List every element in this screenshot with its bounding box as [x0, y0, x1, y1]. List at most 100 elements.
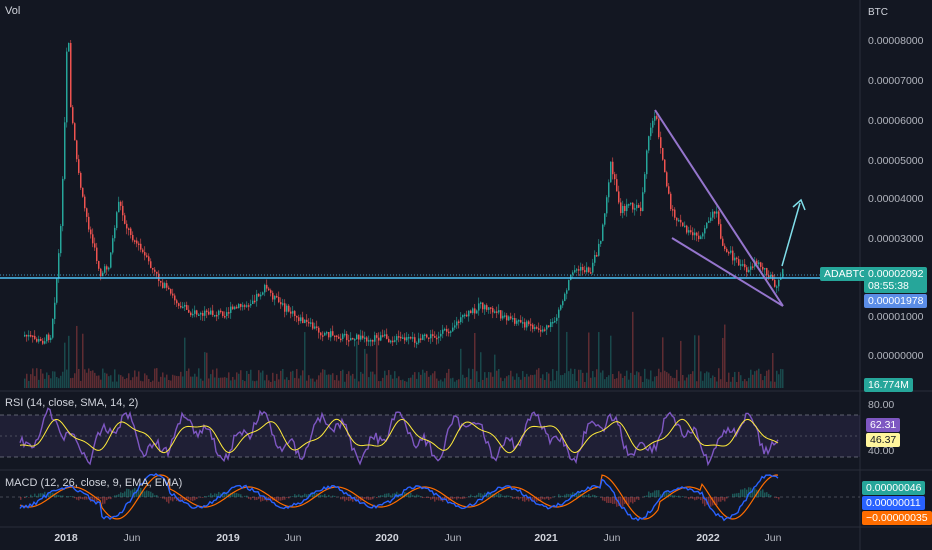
volume-bar	[572, 373, 574, 388]
volume-bar	[410, 377, 412, 388]
candle-body	[272, 292, 274, 300]
volume-bar	[70, 378, 72, 388]
volume-bar	[458, 379, 460, 388]
candle-body	[106, 266, 108, 270]
macd-title[interactable]: MACD (12, 26, close, 9, EMA, EMA)	[5, 477, 183, 489]
volume-bar	[752, 374, 754, 388]
volume-bar	[430, 375, 432, 388]
macd-histogram-bar	[206, 496, 208, 497]
macd-histogram-bar	[306, 494, 308, 497]
macd-histogram-bar	[114, 495, 116, 497]
volume-bar	[676, 369, 678, 388]
candle-body	[412, 337, 414, 339]
volume-bar	[34, 376, 36, 388]
macd-histogram-bar	[248, 497, 250, 499]
volume-bar	[328, 374, 330, 388]
volume-bar	[750, 369, 752, 388]
macd-histogram-bar	[44, 491, 46, 497]
candle-body	[538, 328, 540, 330]
macd-histogram-bar	[180, 497, 182, 502]
macd-histogram-bar	[118, 494, 120, 497]
macd-histogram-bar	[516, 497, 518, 499]
candle-body	[638, 205, 640, 208]
candle-body	[260, 294, 262, 297]
macd-histogram-bar	[714, 497, 716, 505]
candle-body	[762, 266, 764, 270]
volume-bar	[76, 325, 78, 388]
macd-histogram-bar	[528, 497, 530, 502]
macd-histogram-bar	[570, 493, 572, 497]
candle-body	[302, 317, 304, 324]
candle-body	[688, 230, 690, 233]
volume-bar	[614, 378, 616, 388]
time-tick: Jun	[603, 532, 621, 544]
macd-histogram-bar	[682, 496, 684, 497]
volume-bar	[512, 376, 514, 388]
candle-body	[386, 334, 388, 339]
candle-body	[562, 301, 564, 306]
volume-bar	[198, 368, 200, 388]
candle-body	[286, 305, 288, 312]
candle-body	[370, 339, 372, 342]
volume-bar	[772, 353, 774, 388]
candle-body	[344, 333, 346, 336]
candle-body	[396, 336, 398, 341]
rsi-title[interactable]: RSI (14, close, SMA, 14, 2)	[5, 397, 139, 409]
candle-body	[98, 261, 100, 269]
candle-body	[134, 240, 136, 242]
last-price-tag[interactable]: 0.00002092 08:55:38	[864, 267, 928, 293]
breakout-arrow[interactable]	[781, 202, 801, 267]
volume-bar	[622, 377, 624, 388]
candle-body	[268, 288, 270, 291]
volume-bar	[560, 375, 562, 388]
volume-bar	[78, 368, 80, 388]
candle-body	[174, 295, 176, 301]
candle-body	[526, 321, 528, 328]
volume-bar	[158, 381, 160, 388]
macd-histogram-bar	[760, 490, 762, 497]
candle-body	[280, 302, 282, 305]
macd-histogram-bar	[732, 493, 734, 497]
volume-bar	[396, 378, 398, 388]
candle-body	[30, 335, 32, 337]
candle-body	[672, 209, 674, 211]
volume-bar	[240, 370, 242, 388]
macd-histogram-bar	[504, 495, 506, 497]
macd-histogram-bar	[224, 491, 226, 497]
volume-bar	[638, 372, 640, 388]
macd-histogram-bar	[532, 497, 534, 502]
level-price-tag[interactable]: 0.00001978	[864, 294, 928, 308]
candle-body	[444, 328, 446, 331]
volume-bar	[84, 369, 86, 388]
candle-body	[636, 205, 638, 209]
macd-histogram-bar	[622, 497, 624, 507]
volume-bar	[246, 370, 248, 388]
candle-body	[202, 312, 204, 316]
symbol-tag[interactable]: ADABTC	[820, 267, 871, 281]
macd-histogram-bar	[404, 491, 406, 497]
volume-bar	[330, 374, 332, 388]
volume-bar	[570, 368, 572, 388]
candle-body	[110, 252, 112, 268]
candle-body	[600, 240, 602, 244]
volume-bar	[370, 371, 372, 388]
volume-bar	[226, 377, 228, 388]
candle-body	[402, 337, 404, 339]
candle-body	[204, 310, 206, 316]
macd-histogram-bar	[154, 495, 156, 497]
wedge-upper-trendline[interactable]	[654, 109, 784, 307]
macd-histogram-bar	[262, 497, 264, 501]
macd-histogram-bar	[110, 497, 112, 500]
volume-bar	[680, 340, 682, 388]
time-tick: Jun	[444, 532, 462, 544]
candle-body	[488, 307, 490, 310]
volume-bar	[558, 315, 560, 388]
volume-bar	[494, 354, 496, 388]
volume-bar	[642, 381, 644, 388]
wedge-lower-trendline[interactable]	[671, 237, 784, 307]
candle-body	[436, 337, 438, 340]
candle-body	[712, 211, 714, 218]
volume-bar	[702, 380, 704, 388]
volume-bar	[732, 377, 734, 388]
